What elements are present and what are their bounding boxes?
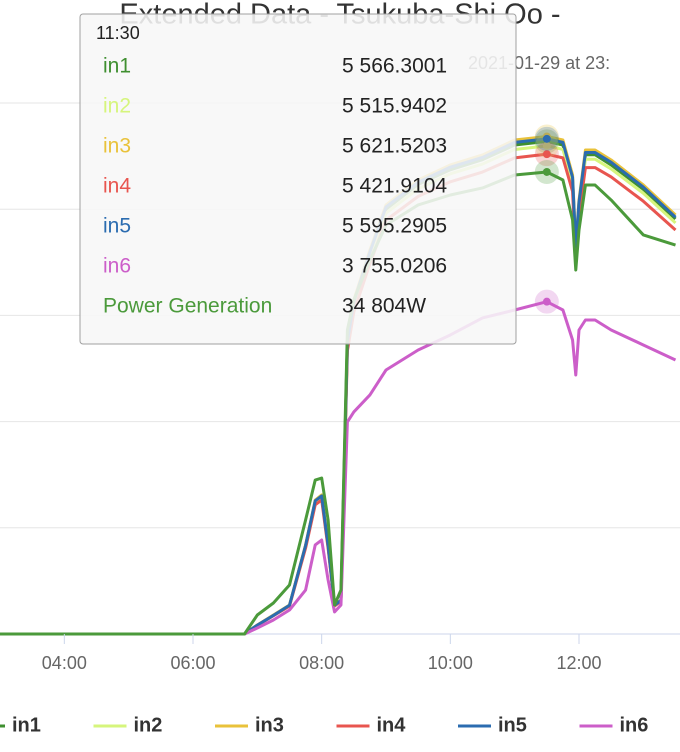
- tooltip-series-name: in4: [103, 175, 131, 198]
- hover-marker: [534, 159, 559, 184]
- hover-marker: [534, 289, 559, 314]
- tooltip-series-name: in6: [103, 255, 131, 278]
- tooltip: 11:30 in1 5 566.3001 in2 5 515.9402 in3 5 621…: [79, 13, 517, 345]
- tooltip-series-name: in5: [103, 215, 131, 238]
- tooltip-series-name: in2: [103, 95, 131, 118]
- x-tick-label: 06:00: [170, 653, 215, 673]
- tooltip-value: 5 595.2905: [342, 215, 447, 238]
- tooltip-title: 11:30: [96, 23, 140, 43]
- legend-label: in4: [377, 714, 407, 736]
- legend: in1 in2 in3 in4 in5 in6: [0, 714, 648, 736]
- legend-label: in2: [134, 714, 163, 736]
- hover-marker: [534, 126, 559, 151]
- legend-label: in3: [255, 714, 284, 736]
- tooltip-value: 5 621.5203: [342, 135, 447, 158]
- hover-markers: [534, 124, 559, 314]
- tooltip-value: 5 515.9402: [342, 95, 447, 118]
- tooltip-box: [79, 13, 517, 345]
- tooltip-value: 5 566.3001: [342, 55, 447, 78]
- legend-label: in1: [12, 714, 41, 736]
- x-tick-label: 08:00: [299, 653, 344, 673]
- legend-label: in5: [498, 714, 527, 736]
- tooltip-value: 5 421.9104: [342, 175, 447, 198]
- tooltip-value: 3 755.0206: [342, 255, 447, 278]
- tooltip-value: 34 804W: [342, 295, 426, 318]
- tooltip-series-name: Power Generation: [103, 295, 272, 318]
- hover-marker: [534, 142, 559, 167]
- legend-label: in6: [620, 714, 649, 736]
- series-line: [0, 300, 677, 636]
- tooltip-series-name: in1: [103, 55, 131, 78]
- x-tick-label: 10:00: [428, 653, 473, 673]
- x-tick-label: 04:00: [42, 653, 87, 673]
- x-tick-label: 12:00: [556, 653, 601, 673]
- tooltip-series-name: in3: [103, 135, 131, 158]
- x-axis: 04:00 06:00 08:00 10:00 12:00: [42, 634, 602, 673]
